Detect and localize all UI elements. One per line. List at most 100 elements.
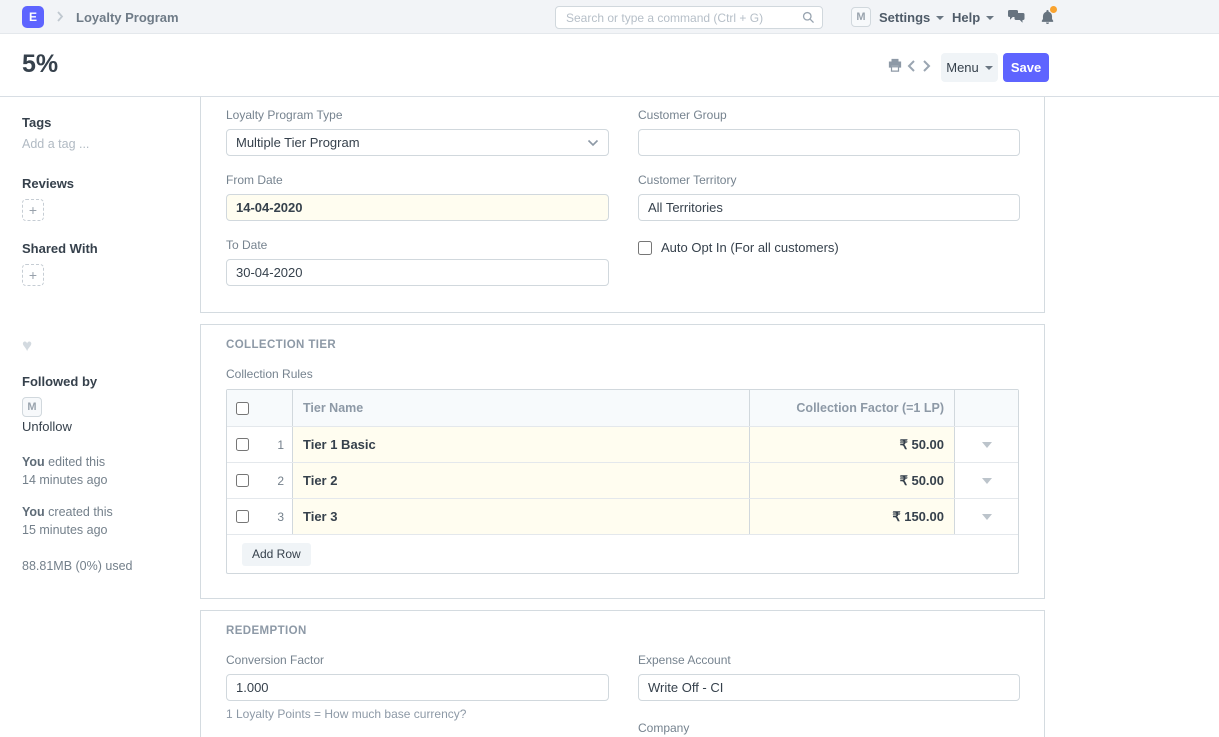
activity-edited: You edited this 14 minutes ago [22, 455, 200, 488]
loyalty-program-type-label: Loyalty Program Type [226, 108, 343, 122]
row-checkbox[interactable] [236, 510, 249, 523]
row-expand-caret-icon[interactable] [981, 513, 992, 520]
menu-button[interactable]: Menu [941, 53, 998, 82]
search-icon [802, 11, 814, 23]
loyalty-program-type-select[interactable]: Multiple Tier Program [226, 129, 609, 156]
row-expand-caret-icon[interactable] [981, 477, 992, 484]
company-label: Company [638, 721, 690, 735]
expense-account-label: Expense Account [638, 653, 731, 667]
reviews-heading: Reviews [22, 176, 75, 191]
row-checkbox[interactable] [236, 474, 249, 487]
settings-label: Settings [879, 10, 931, 25]
form-sidebar: Tags Add a tag ... Reviews + Shared With… [0, 97, 200, 737]
followed-by-heading: Followed by [22, 374, 98, 389]
section-details: Loyalty Program Type Multiple Tier Progr… [200, 97, 1045, 313]
collection-tier-heading: COLLECTION TIER [226, 339, 337, 351]
help-menu[interactable]: Help [952, 10, 995, 25]
notification-dot [1050, 6, 1057, 13]
auto-opt-in-field: Auto Opt In (For all customers) [638, 238, 1020, 255]
add-tag-button[interactable]: Add a tag ... [22, 137, 90, 151]
table-row: 1 Tier 1 Basic ₹ 50.00 [227, 426, 1018, 462]
tags-heading: Tags [22, 115, 52, 130]
prev-record-icon[interactable] [907, 59, 916, 78]
row-expand-caret-icon[interactable] [981, 441, 992, 448]
settings-menu[interactable]: Settings [879, 10, 945, 25]
section-redemption: REDEMPTION Conversion Factor 1 Loyalty P… [200, 610, 1045, 737]
from-date-label: From Date [226, 173, 283, 187]
tier-name-column-header: Tier Name [293, 390, 750, 426]
add-review-button[interactable]: + [22, 199, 44, 221]
user-avatar[interactable]: M [851, 7, 871, 27]
add-row-button[interactable]: Add Row [242, 542, 311, 566]
app-logo[interactable]: E [22, 6, 44, 28]
collection-factor-cell[interactable]: ₹ 50.00 [750, 427, 955, 462]
chevron-down-icon [984, 65, 993, 70]
expense-account-input[interactable] [638, 674, 1020, 701]
table-row: 2 Tier 2 ₹ 50.00 [227, 462, 1018, 498]
select-all-checkbox[interactable] [236, 401, 249, 415]
activity-action: edited this [44, 455, 106, 469]
section-collection-tier: COLLECTION TIER Collection Rules Tier Na… [200, 324, 1045, 599]
customer-group-input[interactable] [638, 129, 1020, 156]
next-record-icon[interactable] [922, 59, 931, 78]
row-index: 2 [277, 473, 284, 488]
collection-rules-grid: Tier Name Collection Factor (=1 LP) 1 Ti… [226, 389, 1019, 574]
conversion-factor-label: Conversion Factor [226, 653, 325, 667]
chat-icon[interactable] [1008, 10, 1025, 29]
to-date-input[interactable] [226, 259, 609, 286]
collection-rules-label: Collection Rules [226, 367, 313, 381]
collection-factor-cell[interactable]: ₹ 150.00 [750, 499, 955, 534]
conversion-factor-input[interactable] [226, 674, 609, 701]
save-button[interactable]: Save [1003, 53, 1049, 82]
auto-opt-in-checkbox[interactable] [638, 240, 652, 255]
tier-name-cell[interactable]: Tier 2 [293, 463, 750, 498]
redemption-heading: REDEMPTION [226, 625, 307, 637]
breadcrumb[interactable]: Loyalty Program [76, 10, 179, 25]
activity-who: You [22, 455, 45, 469]
storage-used: 88.81MB (0%) used [22, 559, 133, 573]
auto-opt-in-label: Auto Opt In (For all customers) [661, 240, 839, 255]
like-heart-icon[interactable]: ♥ [22, 336, 33, 355]
activity-who: You [22, 505, 45, 519]
row-index: 1 [277, 437, 284, 452]
print-icon[interactable] [888, 58, 902, 77]
from-date-input[interactable] [226, 194, 609, 221]
grid-header-row: Tier Name Collection Factor (=1 LP) [227, 390, 1018, 426]
activity-when: 15 minutes ago [22, 523, 108, 537]
global-search [555, 6, 823, 29]
tier-name-cell[interactable]: Tier 3 [293, 499, 750, 534]
menu-button-label: Menu [946, 60, 979, 75]
row-index: 3 [277, 509, 284, 524]
follower-avatar: M [22, 397, 42, 417]
breadcrumb-chevron-icon [57, 11, 64, 22]
row-checkbox[interactable] [236, 438, 249, 451]
chevron-down-icon [936, 15, 945, 20]
collection-factor-cell[interactable]: ₹ 50.00 [750, 463, 955, 498]
table-row: 3 Tier 3 ₹ 150.00 [227, 498, 1018, 534]
conversion-factor-help: 1 Loyalty Points = How much base currenc… [226, 707, 467, 721]
page-head: 5% Menu Save [0, 34, 1219, 97]
navbar: E Loyalty Program M Settings Help [0, 0, 1219, 34]
tier-name-cell[interactable]: Tier 1 Basic [293, 427, 750, 462]
chevron-down-icon [587, 139, 599, 146]
search-input[interactable] [555, 6, 823, 29]
shared-with-heading: Shared With [22, 241, 98, 256]
activity-action: created this [44, 505, 113, 519]
loyalty-program-type-value: Multiple Tier Program [236, 135, 360, 150]
customer-group-label: Customer Group [638, 108, 727, 122]
add-share-button[interactable]: + [22, 264, 44, 286]
notifications-bell-icon[interactable] [1041, 6, 1057, 29]
chevron-down-icon [986, 15, 995, 20]
customer-territory-input[interactable] [638, 194, 1020, 221]
activity-created: You created this 15 minutes ago [22, 505, 200, 538]
form-body: Loyalty Program Type Multiple Tier Progr… [200, 97, 1045, 737]
activity-when: 14 minutes ago [22, 473, 108, 487]
customer-territory-label: Customer Territory [638, 173, 737, 187]
page-title: 5% [22, 50, 59, 78]
to-date-label: To Date [226, 238, 268, 252]
collection-factor-column-header: Collection Factor (=1 LP) [750, 390, 955, 426]
help-label: Help [952, 10, 981, 25]
grid-footer: Add Row [227, 534, 1018, 573]
unfollow-link[interactable]: Unfollow [22, 419, 72, 434]
